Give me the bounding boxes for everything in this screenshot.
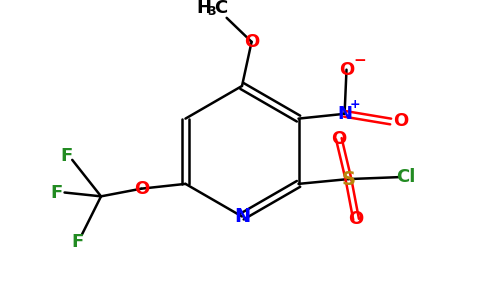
Text: F: F <box>72 233 84 251</box>
Text: H: H <box>196 0 211 17</box>
Text: O: O <box>393 112 408 130</box>
Text: O: O <box>339 61 354 79</box>
Text: +: + <box>350 98 361 111</box>
Text: F: F <box>51 184 63 202</box>
Text: F: F <box>60 147 73 165</box>
Text: S: S <box>341 169 355 189</box>
Text: O: O <box>348 210 364 228</box>
Text: O: O <box>134 180 149 198</box>
Text: N: N <box>234 207 250 226</box>
Text: −: − <box>354 52 366 68</box>
Text: C: C <box>214 0 227 17</box>
Text: O: O <box>331 130 347 148</box>
Text: Cl: Cl <box>396 168 416 186</box>
Text: O: O <box>244 33 259 51</box>
Text: N: N <box>337 105 352 123</box>
Text: 3: 3 <box>207 4 215 18</box>
